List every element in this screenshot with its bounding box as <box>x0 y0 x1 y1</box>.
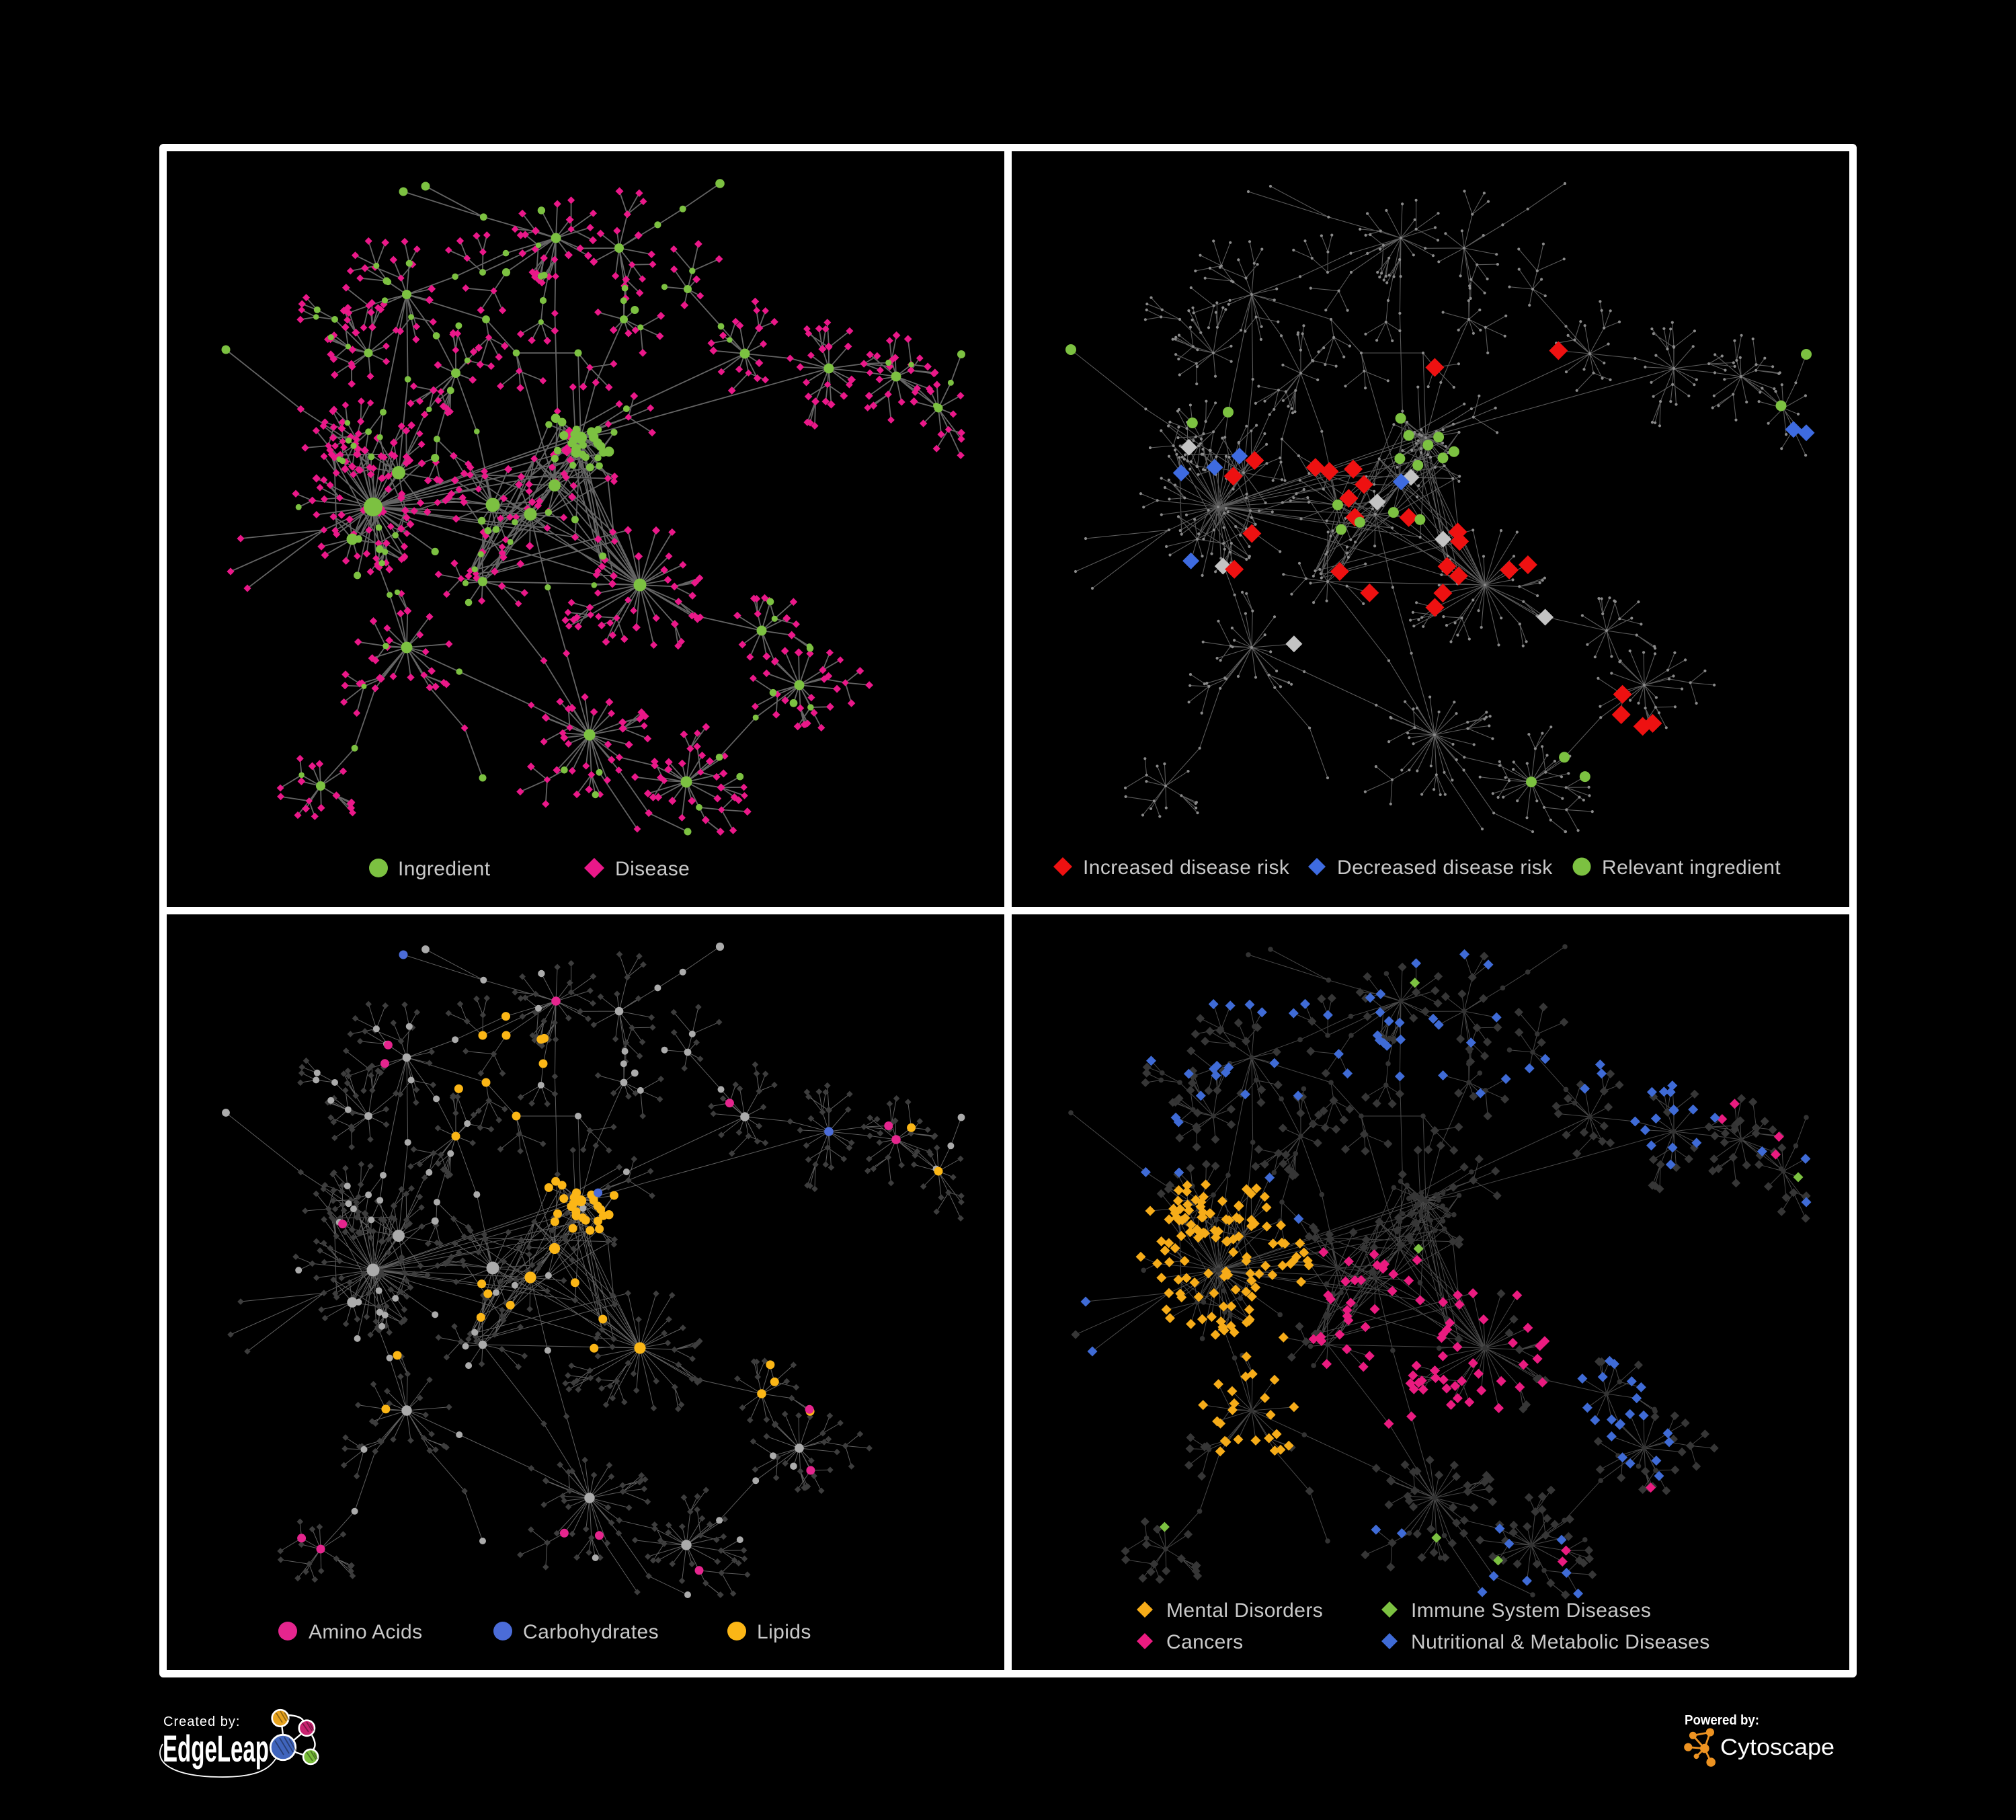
svg-text:Mental Disorders: Mental Disorders <box>1166 1599 1323 1622</box>
svg-text:Amino Acids: Amino Acids <box>309 1621 422 1643</box>
svg-text:Disease: Disease <box>615 858 690 880</box>
svg-text:EdgeLeap: EdgeLeap <box>163 1727 269 1770</box>
svg-text:Increased disease risk: Increased disease risk <box>1083 857 1290 879</box>
svg-text:Immune System Diseases: Immune System Diseases <box>1411 1599 1651 1622</box>
svg-text:Created by:: Created by: <box>163 1714 240 1729</box>
svg-text:Carbohydrates: Carbohydrates <box>523 1621 659 1643</box>
svg-text:Relevant ingredient: Relevant ingredient <box>1602 857 1781 879</box>
svg-text:Decreased disease risk: Decreased disease risk <box>1337 857 1553 879</box>
svg-text:Powered by:: Powered by: <box>1685 1713 1759 1728</box>
svg-text:Nutritional & Metabolic Diseas: Nutritional & Metabolic Diseases <box>1411 1631 1710 1653</box>
svg-text:Lipids: Lipids <box>757 1621 811 1643</box>
svg-text:Ingredient: Ingredient <box>398 858 491 880</box>
svg-text:Cytoscape: Cytoscape <box>1720 1735 1834 1760</box>
svg-text:Cancers: Cancers <box>1166 1631 1244 1653</box>
